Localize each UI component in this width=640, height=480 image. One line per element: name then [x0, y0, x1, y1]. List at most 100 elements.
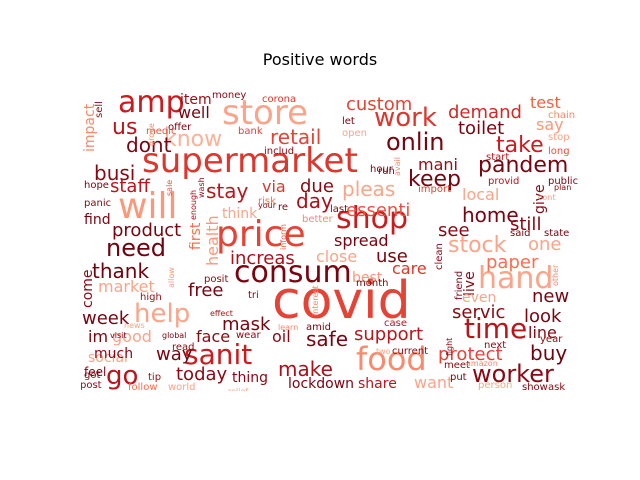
- word-read: read: [172, 342, 195, 353]
- word-us: us: [112, 115, 137, 140]
- word-need: need: [106, 234, 166, 262]
- word-wash: wash: [197, 177, 206, 198]
- word-import: import: [418, 184, 451, 195]
- word-let: let: [342, 116, 355, 127]
- word-face: face: [196, 327, 230, 346]
- word-help: help: [134, 299, 190, 329]
- word-chain: chain: [548, 110, 575, 121]
- word-supermarket: supermarket: [142, 141, 358, 181]
- word-due: due: [300, 176, 334, 197]
- word-last: last: [330, 204, 348, 215]
- word-pandem: pandem: [478, 153, 568, 178]
- word-current: current: [392, 346, 428, 357]
- word-risk: risk: [258, 196, 276, 207]
- word-custom: custom: [346, 94, 412, 115]
- word-consum: consum: [234, 255, 352, 290]
- word-first: first: [188, 222, 204, 250]
- word-relief: relief: [228, 387, 248, 396]
- word-got: got: [84, 370, 100, 381]
- word-take: take: [496, 133, 544, 158]
- word-amazon: amazon: [466, 359, 498, 368]
- word-covid: covid: [272, 271, 411, 331]
- word-look: look: [524, 306, 562, 327]
- word-say: say: [536, 115, 564, 134]
- word-safe: safe: [306, 327, 348, 351]
- word-shop: shop: [336, 201, 408, 236]
- word-toilet: toilet: [458, 118, 504, 139]
- word-sanit: sanit: [184, 338, 252, 371]
- word-oil: oil: [272, 327, 291, 346]
- word-worker: worker: [472, 360, 554, 388]
- word-staff: staff: [110, 176, 150, 197]
- word-health: health: [203, 215, 222, 266]
- word-open: open: [342, 128, 367, 139]
- word-make: make: [278, 357, 333, 381]
- word-grove: grove: [147, 123, 156, 146]
- word-learn: learn: [278, 323, 298, 332]
- word-corona: corona: [262, 94, 296, 105]
- word-post: post: [80, 380, 102, 391]
- word-much: much: [94, 346, 133, 362]
- word-thing: thing: [232, 370, 268, 386]
- word-clean: clean: [434, 243, 445, 270]
- word-state: state: [544, 228, 569, 239]
- word-lockdown: lockdown: [288, 376, 354, 392]
- word-month: month: [356, 278, 388, 289]
- word-test: test: [530, 93, 561, 112]
- word-sale: sale: [165, 180, 174, 196]
- word-food: food: [356, 340, 427, 378]
- word-find: find: [84, 212, 111, 228]
- word-global: global: [162, 331, 186, 340]
- word-item: item: [180, 92, 212, 108]
- word-year: year: [540, 334, 563, 345]
- cloud-background: [81, 91, 579, 389]
- word-see: see: [438, 220, 470, 241]
- word-via: via: [262, 177, 286, 196]
- word-friend: friend: [454, 271, 465, 300]
- word-two: two: [376, 347, 391, 356]
- word-demand: demand: [448, 102, 522, 123]
- word-social: social: [88, 350, 128, 366]
- word-paper: paper: [486, 252, 539, 273]
- word-tri: tri: [248, 290, 259, 301]
- word-interest: interest: [311, 285, 320, 316]
- word-buy: buy: [530, 341, 567, 365]
- word-ask: ask: [548, 382, 565, 393]
- word-fight: fight: [445, 338, 454, 356]
- word-product: product: [112, 220, 181, 241]
- word-follow: follow: [128, 382, 158, 393]
- word-servic: servic: [452, 302, 505, 323]
- word-news: news: [124, 321, 145, 330]
- word-hand: hand: [478, 261, 553, 296]
- word-protect: protect: [438, 344, 503, 365]
- word-cont: cont: [538, 193, 556, 202]
- word-show: show: [522, 382, 548, 393]
- word-want: want: [414, 373, 453, 392]
- word-allow: allow: [167, 267, 176, 288]
- word-store: store: [222, 93, 308, 133]
- word-effect: effect: [210, 309, 233, 318]
- word-week: week: [82, 308, 130, 329]
- word-panic: panic: [84, 198, 111, 209]
- word-use: use: [376, 246, 408, 267]
- word-long: long: [548, 146, 570, 157]
- word-busi: busi: [94, 161, 135, 185]
- word-person: person: [478, 380, 512, 391]
- word-know: know: [164, 127, 222, 152]
- word-stock: stock: [448, 233, 507, 258]
- word-will: will: [118, 186, 177, 227]
- word-wear: wear: [236, 330, 261, 341]
- word-visit: visit: [110, 331, 126, 340]
- word-enough: enough: [189, 190, 198, 220]
- word-pleas: pleas: [342, 177, 395, 201]
- word-market: market: [98, 277, 155, 296]
- word-increas: increas: [230, 248, 295, 269]
- word-amp: amp: [118, 85, 185, 120]
- word-new: new: [532, 286, 569, 307]
- word-keep: keep: [408, 167, 461, 192]
- word-close: close: [316, 247, 357, 266]
- word-support: support: [354, 324, 423, 345]
- word-hour: hour: [370, 164, 394, 175]
